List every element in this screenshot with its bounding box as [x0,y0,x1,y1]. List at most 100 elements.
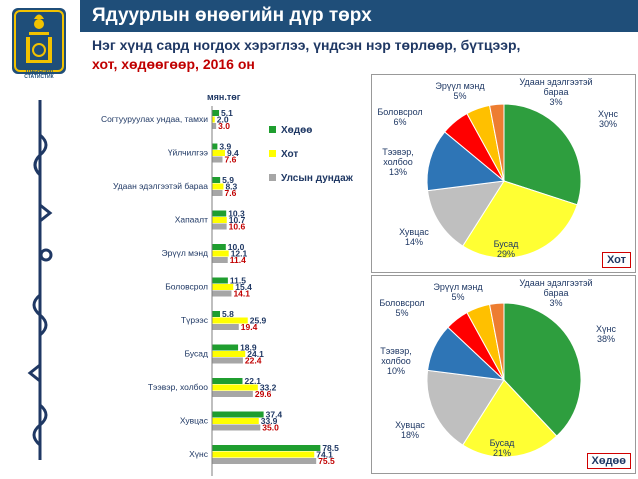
data-label: 11.5 [230,276,246,286]
category-label: Хувцас [180,416,209,426]
bar [212,116,215,123]
bar [212,311,221,317]
data-label: 5.8 [222,309,234,319]
pie-slice [462,180,578,259]
data-label: 10.7 [229,215,246,225]
bar [212,244,226,250]
bar [212,123,217,129]
data-label: 7.6 [224,155,236,165]
bar [212,250,229,257]
bar [212,156,223,163]
data-label: 75.5 [318,456,335,466]
bar [212,257,228,263]
data-label: 10.6 [229,222,246,232]
bar [212,183,224,190]
bar [212,451,315,458]
data-label: 7.6 [224,188,236,198]
logo-text: ҮНДЭСНИЙ СТАТИСТИК [24,68,54,80]
slice-label: Эрүүл мэнд 5% [435,81,485,101]
category-label: Хапаалт [175,215,208,225]
bar [212,143,218,150]
chart-subtitle: Нэг хүнд сард ногдох хэрэглээ, үндсэн нэ… [92,36,632,74]
slice-label: Эрүүл мэнд 5% [433,282,483,302]
bar [212,445,321,451]
category-label: Үйлчилгээ [168,148,208,158]
category-label: Боловсрол [165,282,208,292]
data-label: 24.1 [247,349,264,359]
category-label: Эрүүл мэнд [162,248,209,258]
bar [212,357,243,364]
bar [212,384,258,391]
bar [212,424,261,431]
bar [212,110,220,116]
bar [212,391,253,397]
data-label: 5.1 [221,108,233,118]
pie-slice [427,180,505,247]
slice-label: Удаан эдэлгээтэй бараа 3% [519,77,592,107]
data-label: 2.0 [217,115,229,125]
data-label: 5.9 [222,175,234,185]
pie-slice [503,302,582,437]
category-label: Хүнс [189,449,209,459]
category-label: Түрээс [181,315,209,325]
legend-label: Хөдөө [281,125,312,136]
data-label: 33.9 [261,416,278,426]
data-label: 19.4 [241,322,258,332]
bar [212,210,227,217]
data-label: 11.4 [230,255,246,265]
bar-chart: мян.төг Согтууруулах ундаа, тамхи 5.12.03.… [101,92,354,476]
category-label: Удаан эдэлгээтэй бараа [113,181,208,191]
legend-label: Улсын дундаж [281,173,354,184]
bar [212,177,221,183]
data-label: 25.9 [250,316,267,326]
data-label: 10.3 [228,209,245,219]
data-label: 18.9 [240,343,257,353]
data-label: 74.1 [316,450,333,460]
slice-label: Бусад 21% [490,438,516,458]
data-label: 37.4 [266,410,283,420]
data-label: 9.4 [227,148,239,158]
slice-label: Удаан эдэлгээтэй бараа 3% [519,278,592,308]
bar [212,190,223,196]
slice-label: Тээвэр, холбоо 10% [380,346,412,376]
data-label: 12.1 [231,249,248,259]
legend-swatch [269,150,276,157]
mongolian-script-graphic [27,100,53,460]
bar [212,351,246,357]
pie-slice [426,369,505,446]
page-title: Ядуурлын өнөөгийн дүр төрх [92,5,372,26]
bar [212,418,259,424]
slice-label: Боловсрол 6% [377,107,422,127]
bar [212,411,264,418]
bar [212,217,227,223]
subtitle-line-2: хот, хөдөөгөөр, 2016 он [92,56,255,72]
pie-slice [488,302,505,381]
slice-label: Хүнс 38% [596,324,616,344]
data-label: 10.0 [228,242,245,252]
pie-chart-city: Хүнс 30% Бусад 29% Хувцас 14% Тээвэр, холбоо 13%… [377,77,618,259]
data-label: 33.2 [260,383,277,393]
data-label: 22.4 [245,356,262,366]
bar [212,344,239,351]
category-label: Бусад [185,349,209,359]
soyombo-emblem-icon [12,8,66,74]
data-label: 3.0 [218,121,230,131]
data-label: 35.0 [262,423,279,433]
data-label: 15.4 [235,282,252,292]
bar [212,277,228,284]
subtitle-line-1: Нэг хүнд сард ногдох хэрэглээ, үндсэн нэ… [92,37,521,53]
category-label: Тээвэр, холбоо [148,382,208,392]
slice-label: Хүнс 30% [598,109,618,129]
category-label: Согтууруулах ундаа, тамхи [101,114,208,124]
legend-label: Хот [281,149,298,160]
slice-label: Боловсрол 5% [379,298,424,318]
pie-chart-rural: Хүнс 38% Бусад 21% Хувцас 18% Тээвэр, холбоо 10%… [379,278,616,458]
slice-label: Хувцас 18% [395,420,425,440]
unit-label: мян.төг [207,92,241,102]
bar [212,150,225,156]
pie-slice [462,379,558,458]
pie-box-rural: Хүнс 38% Бусад 21% Хувцас 18% Тээвэр, холбоо 10%… [371,275,636,474]
data-label: 14.1 [233,289,250,299]
data-label: 78.5 [322,443,339,453]
legend-swatch [269,174,276,181]
